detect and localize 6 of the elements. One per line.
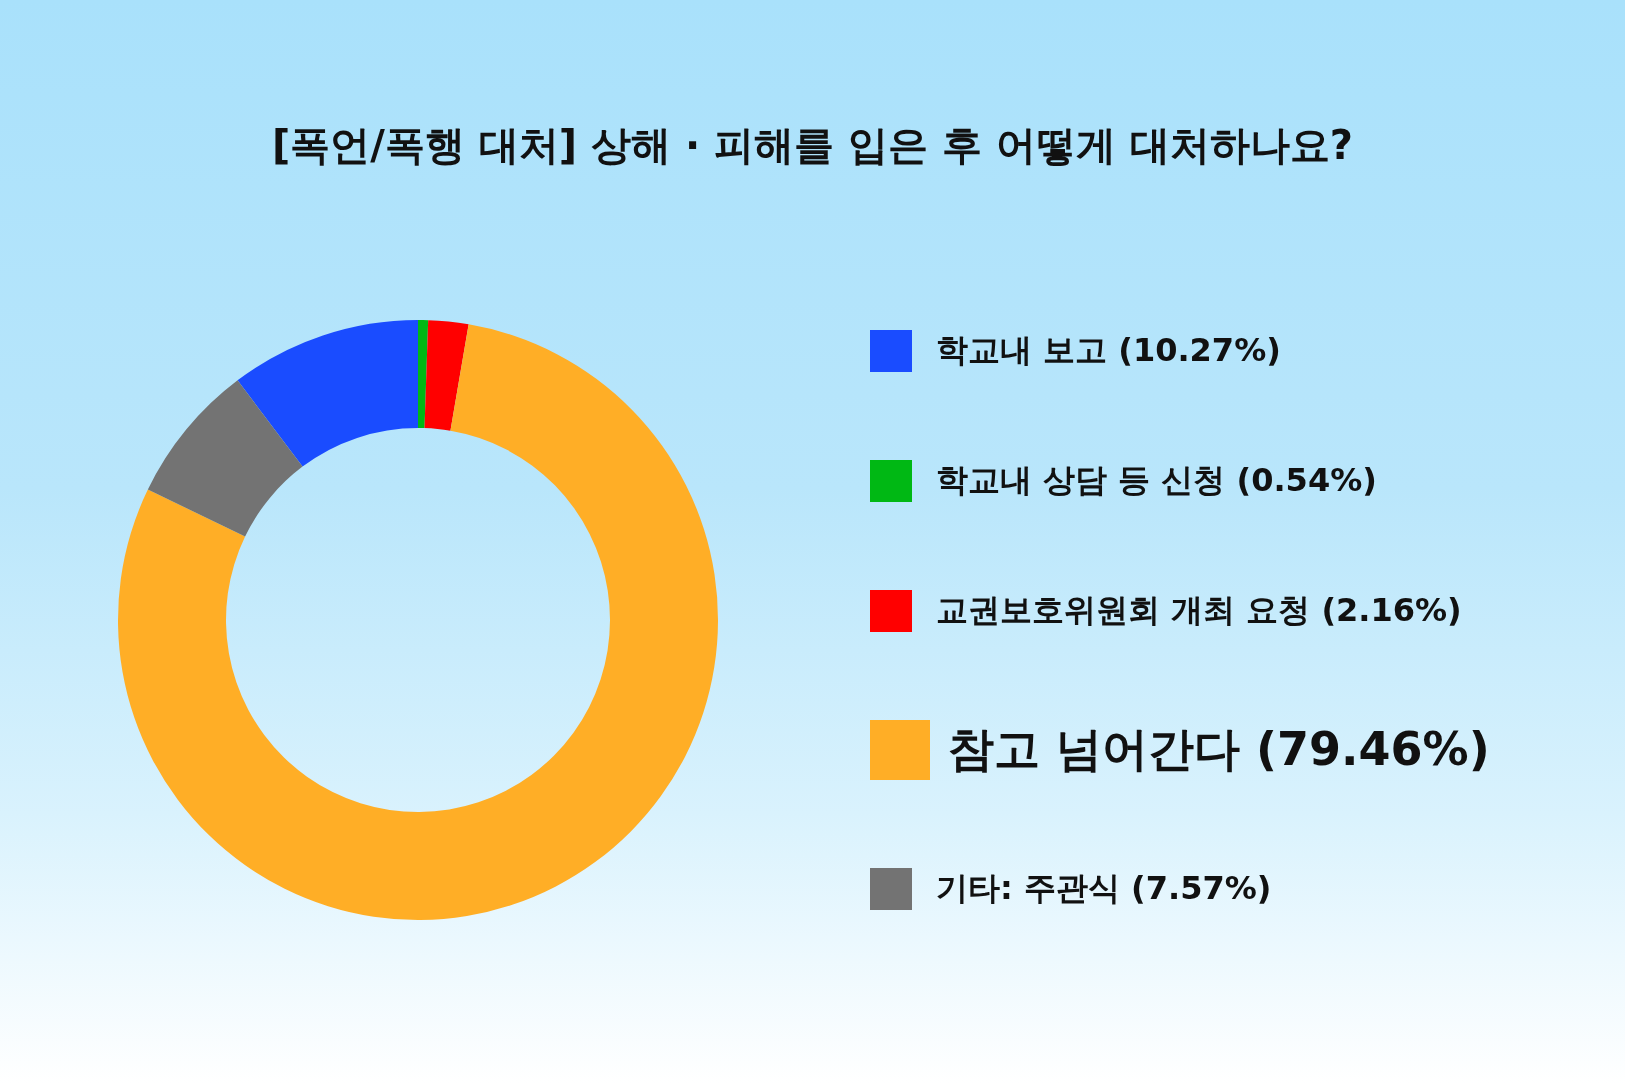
legend-label: 학교내 상담 등 신청 (0.54%) — [936, 460, 1377, 501]
legend-label: 교권보호위원회 개최 요청 (2.16%) — [936, 590, 1462, 631]
legend-label: 학교내 보고 (10.27%) — [936, 330, 1281, 371]
legend-label: 참고 넘어간다 (79.46%) — [948, 721, 1490, 778]
legend-label: 기타: 주관식 (7.57%) — [936, 868, 1272, 909]
chart-title: [폭언/폭행 대처] 상해 · 피해를 입은 후 어떻게 대처하나요? — [271, 121, 1354, 170]
